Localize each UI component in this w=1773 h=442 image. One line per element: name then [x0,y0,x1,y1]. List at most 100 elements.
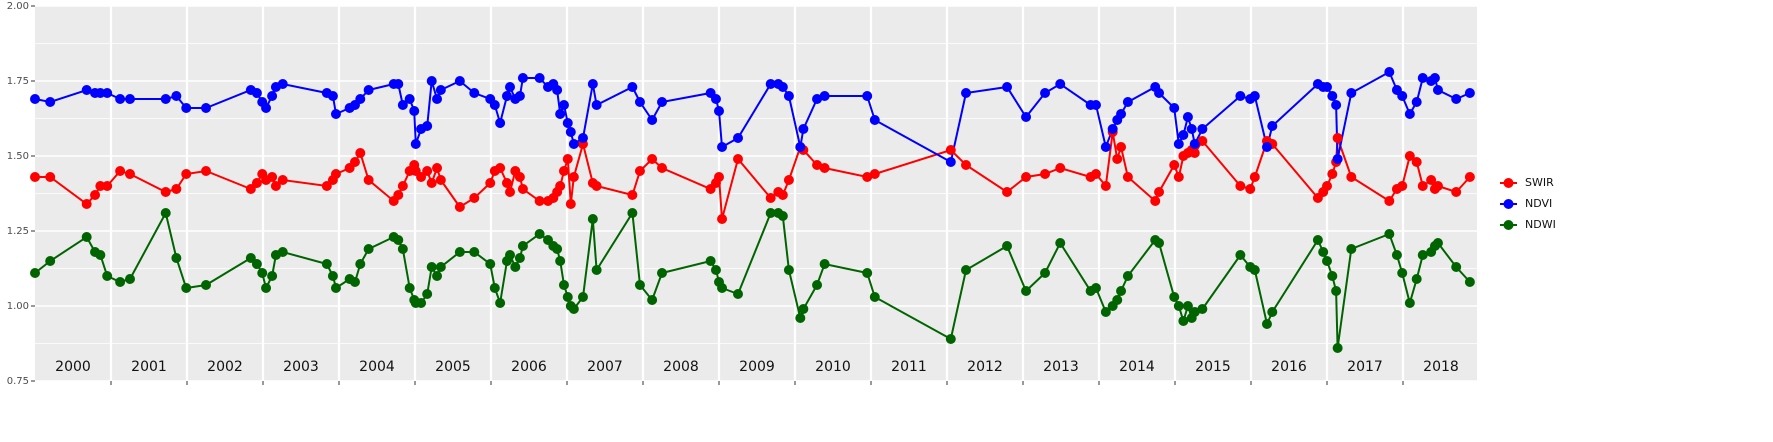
point [1332,133,1343,143]
point [1451,187,1462,197]
point [125,169,135,179]
point [1150,196,1161,206]
point [1318,247,1329,257]
point [568,172,579,182]
point [501,178,512,188]
point [267,271,278,281]
point [432,94,443,104]
point [363,85,374,95]
point [733,154,743,164]
legend-key-point [1503,199,1514,209]
point [862,172,873,182]
point [945,145,956,155]
point [733,133,743,143]
point [647,115,658,125]
point [1397,268,1408,278]
point [1451,94,1462,104]
point [495,118,506,128]
point [432,163,443,173]
point [1154,88,1165,98]
point [1002,82,1013,92]
point [517,184,528,194]
point [1055,238,1066,248]
point [1327,271,1338,281]
point [510,262,521,272]
point [435,175,446,185]
point [485,178,496,188]
point [777,190,788,200]
point [1432,238,1443,248]
point [1154,238,1165,248]
point [1186,124,1197,134]
point [330,109,341,119]
point [410,139,421,149]
point [1122,271,1133,281]
point [1040,169,1051,179]
point [1327,91,1338,101]
year-label: 2015 [1195,359,1231,375]
point [355,94,366,104]
point [251,178,262,188]
point [1090,283,1101,293]
legend-key-point [1503,220,1514,230]
point [393,235,404,245]
point [1346,88,1357,98]
point [1197,124,1208,134]
point [562,154,573,164]
point [783,175,794,185]
point [1122,172,1133,182]
point [819,91,830,101]
point [714,172,724,182]
y-tick-label: 1.25 [7,226,29,237]
point [1267,307,1278,317]
point [1429,73,1440,83]
point [95,181,106,191]
point [469,88,480,98]
point [181,169,192,179]
point [267,91,278,101]
point [160,187,171,197]
point [1173,172,1184,182]
point [627,82,638,92]
year-label: 2000 [55,359,91,375]
point [201,103,211,113]
point [783,265,794,275]
point [517,241,528,251]
point [1055,163,1066,173]
legend-label: NDWI [1525,218,1556,231]
point [717,283,728,293]
point [469,247,480,257]
point [1404,151,1415,161]
point [102,88,113,98]
point [798,304,809,314]
point [534,73,545,83]
point [416,298,427,308]
point [795,313,806,323]
point [1178,316,1189,326]
point [397,244,408,254]
point [1384,229,1395,239]
point [517,73,528,83]
point [591,100,602,110]
year-label: 2001 [131,359,167,375]
point [160,208,171,218]
point [454,76,465,86]
point [627,208,638,218]
year-label: 2017 [1347,359,1383,375]
point [454,202,465,212]
point [1169,160,1180,170]
point [1173,301,1184,311]
point [819,163,830,173]
point [416,172,427,182]
point [798,124,809,134]
point [1002,187,1013,197]
point [577,133,588,143]
point [1197,304,1208,314]
point [1116,142,1127,152]
point [1235,250,1246,260]
point [1404,109,1415,119]
point [1432,181,1443,191]
point [1384,196,1395,206]
point [171,91,182,101]
